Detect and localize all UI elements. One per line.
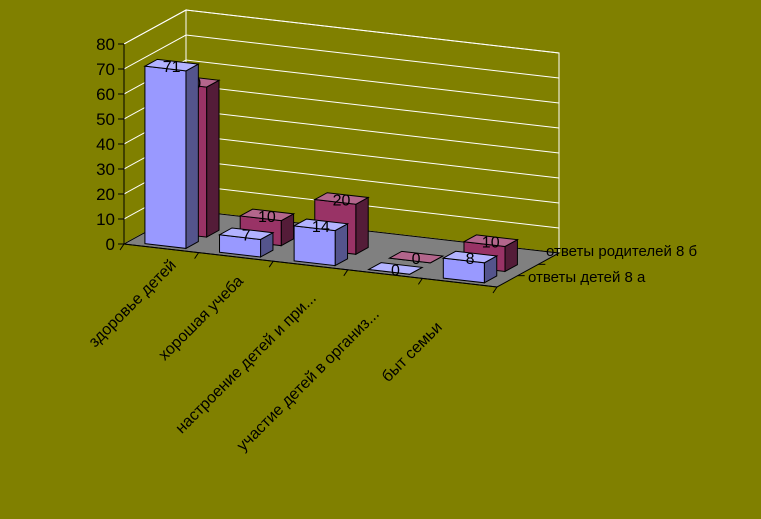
y-tick-label-2: 20 — [96, 185, 115, 204]
bar-top — [238, 208, 296, 222]
y-tick-label-6: 60 — [96, 85, 115, 104]
y-tick-label-5: 50 — [96, 110, 115, 129]
category-labels: здоровье детей хорошая учеба настроение … — [86, 257, 446, 455]
data-label: 10 — [258, 209, 276, 226]
data-label: 10 — [482, 235, 500, 252]
bar-top — [292, 218, 350, 232]
bar-top — [441, 250, 499, 264]
bar-top — [387, 250, 445, 264]
data-label: 20 — [333, 193, 351, 210]
data-label: 14 — [312, 219, 330, 236]
bar-series1-5: 8 — [441, 250, 499, 284]
gridline — [123, 9, 560, 54]
x-axis-line — [123, 243, 498, 288]
legend: ответы родителей 8 б ответы детей 8 а — [528, 243, 697, 286]
bar-side — [185, 63, 199, 250]
bar-top — [313, 192, 370, 205]
bar-top — [462, 234, 520, 247]
x-axis — [119, 243, 546, 294]
bar-series1-3: 14 — [292, 218, 350, 267]
x-tick-mark — [119, 243, 125, 251]
bar-series1-4: 0 — [367, 262, 424, 279]
x-tick-mark — [268, 260, 274, 268]
data-label: 0 — [412, 251, 421, 268]
y-tick-label-4: 40 — [96, 135, 115, 154]
bar-side — [206, 79, 220, 238]
data-label: 0 — [391, 262, 400, 279]
category-label-5: быт семьи — [379, 319, 446, 386]
x-tick-mark — [417, 278, 423, 285]
bar-top — [143, 58, 200, 72]
x-tick-mark — [194, 252, 200, 259]
bar-series1-1: 71 — [143, 58, 200, 250]
category-label-4: участие детей в организ... — [234, 306, 383, 455]
legend-series-2: ответы родителей 8 б — [546, 243, 697, 260]
category-label-1: здоровье детей — [86, 257, 180, 351]
data-label: 8 — [466, 251, 475, 268]
y-tick-label-7: 70 — [96, 60, 115, 79]
bars: 6010200107171408 — [143, 58, 520, 284]
y-tick-label-3: 30 — [96, 160, 115, 179]
gridline — [123, 34, 560, 79]
data-label: 7 — [242, 228, 251, 245]
x-tick-mark — [343, 269, 349, 277]
bar-series1-2: 7 — [217, 227, 275, 258]
y-tick-label-1: 10 — [96, 210, 115, 229]
y-axis: 0 10 20 30 40 50 60 70 80 — [96, 35, 125, 254]
bar-front — [144, 65, 187, 249]
bar-side — [355, 196, 369, 256]
y-tick-label-0: 0 — [106, 235, 115, 254]
x-tick-mark — [492, 286, 498, 294]
data-label: 71 — [163, 59, 181, 76]
bar-series2-4: 0 — [387, 250, 445, 268]
category-label-2: хорошая учеба — [156, 273, 247, 364]
bar-top — [217, 227, 275, 241]
bar-top — [367, 262, 424, 275]
y-tick-label-8: 80 — [96, 35, 115, 54]
legend-series-1: ответы детей 8 а — [528, 269, 646, 286]
